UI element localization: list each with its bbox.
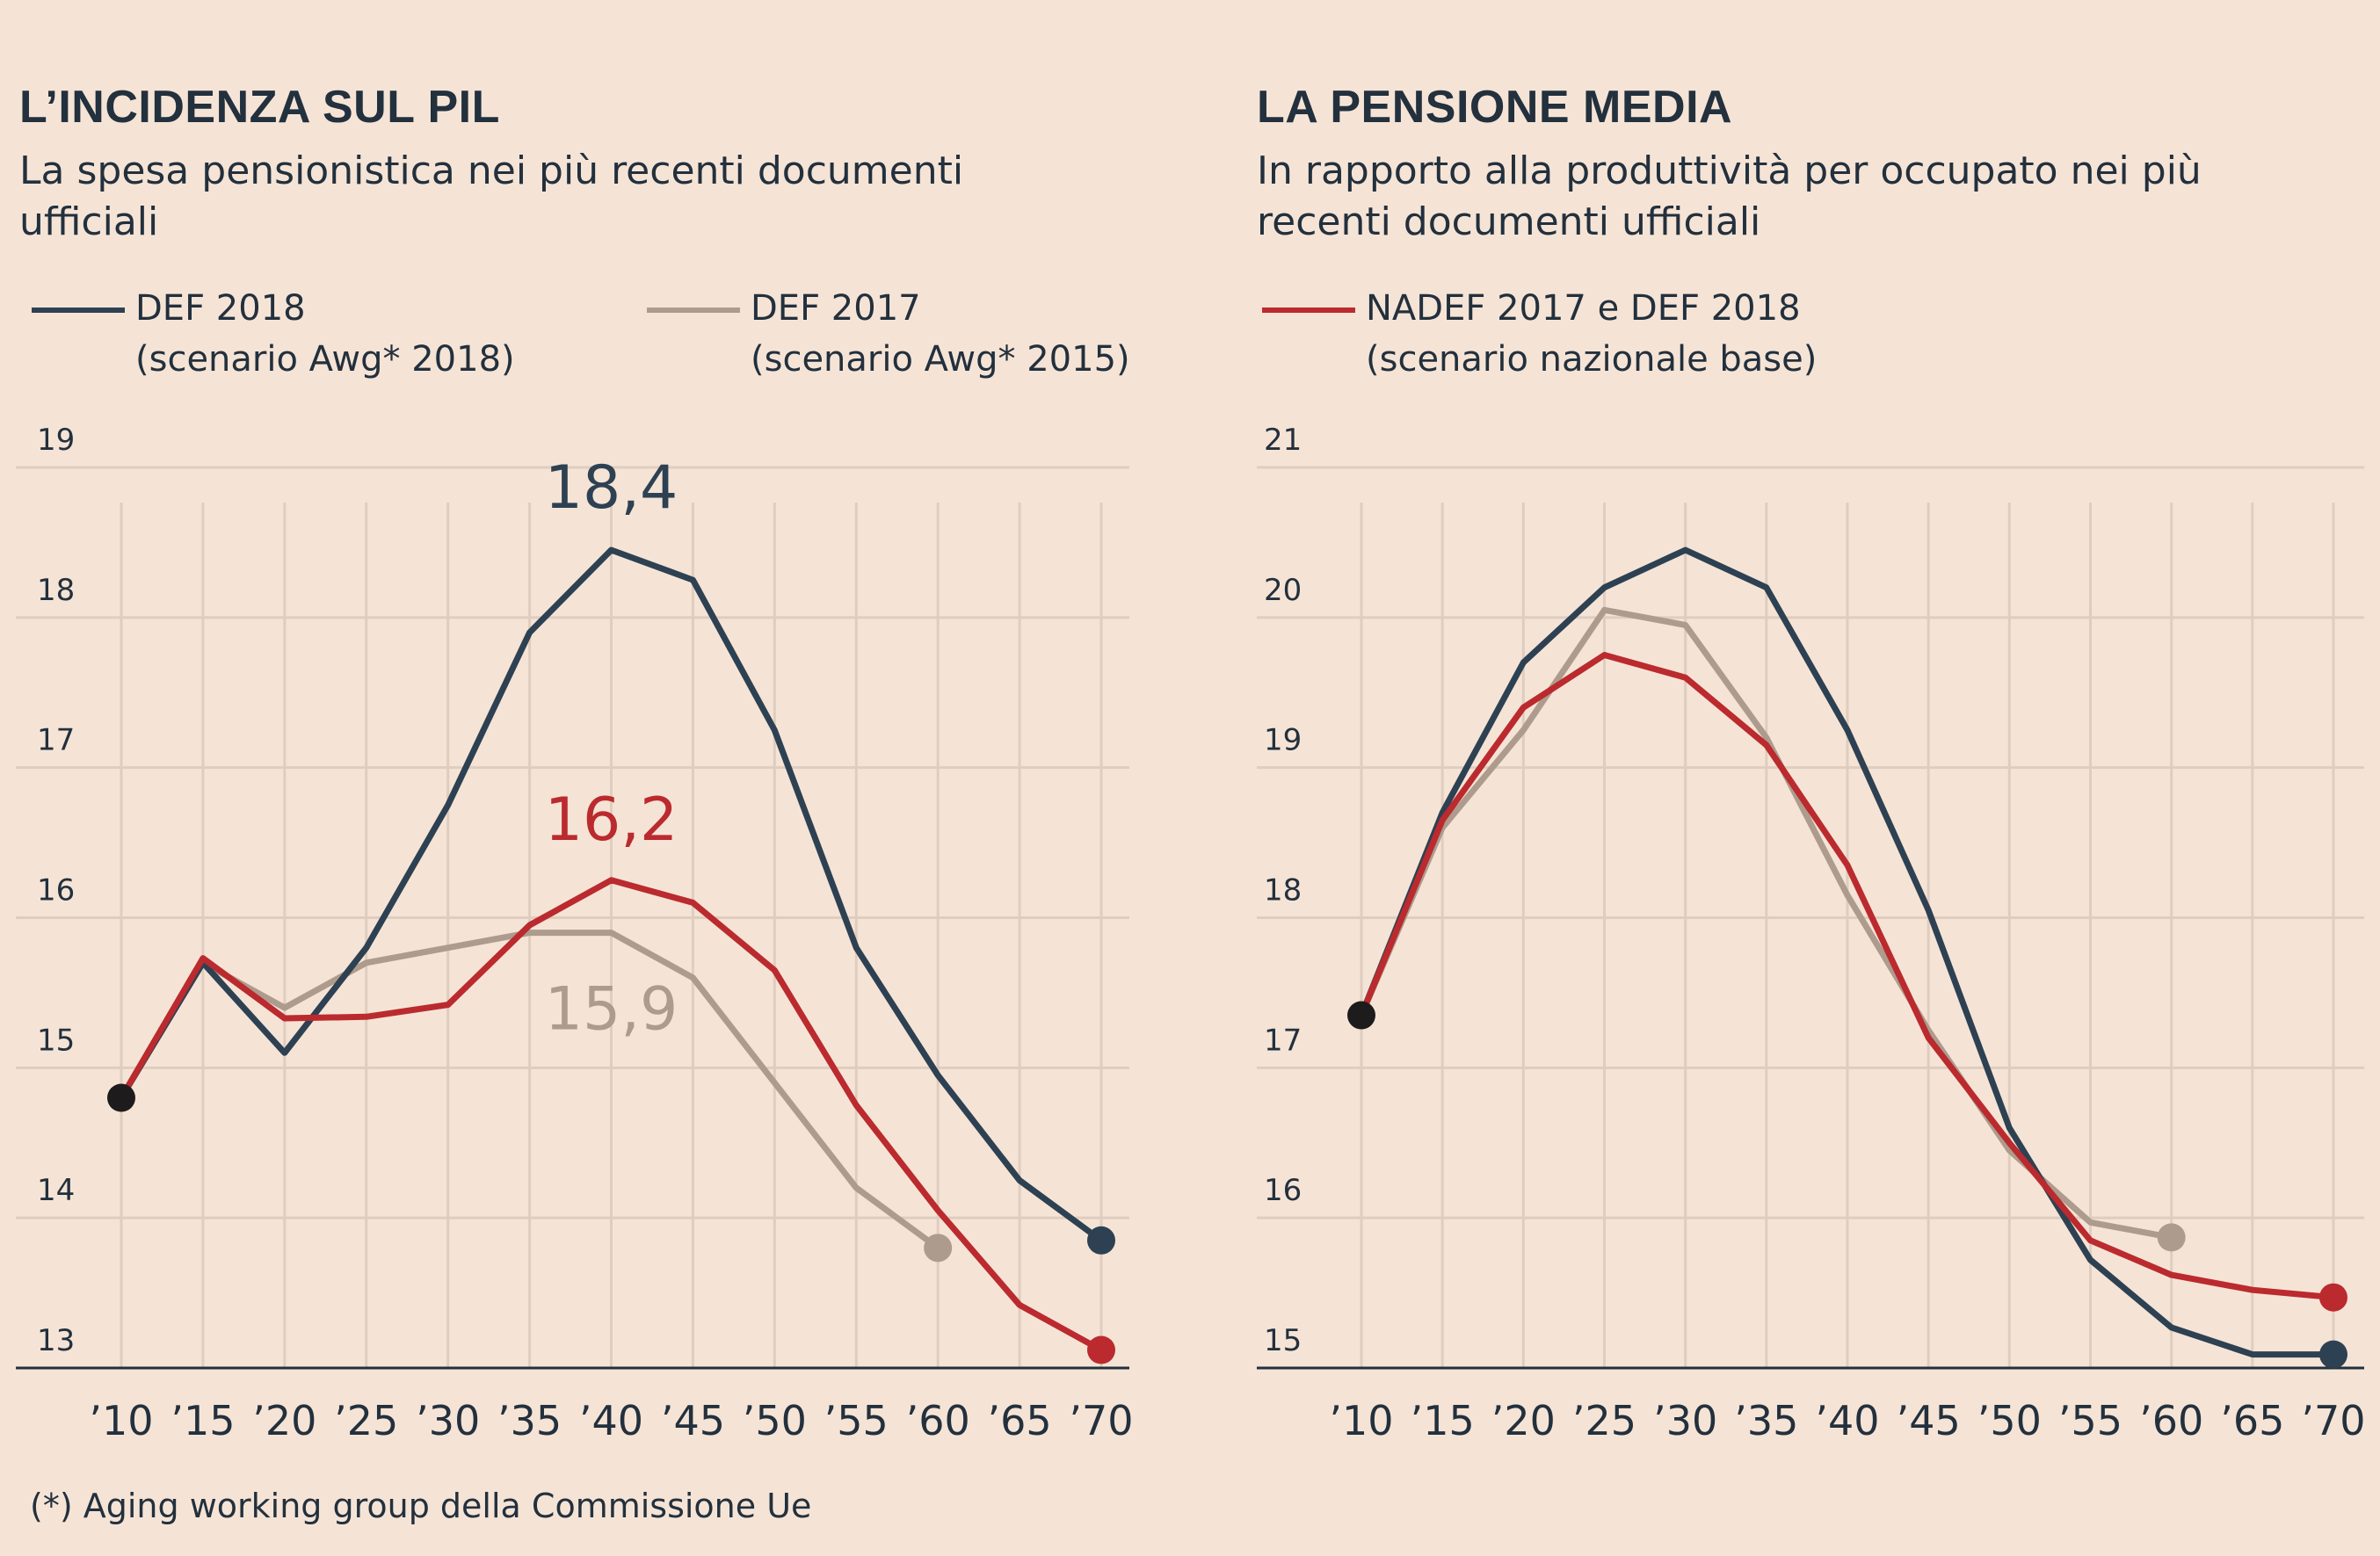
legend-sublabel-def-2018: (scenario Awg* 2018): [135, 339, 515, 380]
chart2-y-tick-label: 19: [1264, 723, 1302, 758]
chart1-x-tick-label: ’45: [661, 1397, 725, 1444]
chart1-y-tick-label: 17: [37, 723, 75, 758]
chart1-y-tick-label: 14: [37, 1173, 75, 1208]
legend-swatch-nadef: [1262, 308, 1355, 313]
chart2-series-line-2: [1358, 652, 2337, 1301]
legend-swatch-def-2018: [32, 308, 125, 313]
legend-item-nadef: NADEF 2017 e DEF 2018 (scenario nazional…: [1262, 283, 1965, 388]
chart1-series-end-marker-1: [924, 1234, 953, 1263]
chart1-annotation-0: 18,4: [545, 453, 678, 523]
chart2-series-line-0: [1358, 546, 2337, 1358]
chart2-y-tick-label: 21: [1264, 423, 1302, 458]
chart2-y-tick-label: 20: [1264, 573, 1302, 608]
chart1-x-tick-label: ’10: [89, 1397, 153, 1444]
chart1-x-tick-label: ’50: [743, 1397, 807, 1444]
chart2-x-tick-label: ’65: [2220, 1397, 2284, 1444]
chart2-x-tick-label: ’10: [1329, 1397, 1393, 1444]
chart1-x-tick-label: ’55: [824, 1397, 889, 1444]
right-subtitle-line-2: recenti documenti ufficiali: [1257, 199, 1761, 244]
legend-swatch-def-2017: [647, 308, 740, 313]
chart1-y-tick-label: 18: [37, 573, 75, 608]
chart2-series-end-marker-2: [2319, 1283, 2347, 1312]
left-subtitle-line-1: La spesa pensionistica nei più recenti d…: [19, 148, 964, 193]
legend-label-def-2018: DEF 2018: [135, 288, 306, 329]
chart1-x-tick-label: ’30: [416, 1397, 480, 1444]
chart2-start-marker: [1347, 1001, 1375, 1030]
chart1-x-tick-label: ’15: [171, 1397, 235, 1444]
chart1-x-tick-label: ’60: [906, 1397, 970, 1444]
chart1-y-tick-label: 15: [37, 1023, 75, 1058]
chart1-series-end-marker-0: [1087, 1226, 1115, 1255]
chart2-x-tick-label: ’50: [1977, 1397, 2042, 1444]
chart2-y-tick-label: 15: [1264, 1323, 1302, 1358]
chart1-annotation-1: 16,2: [545, 785, 678, 855]
chart1-series-line-0: [118, 546, 1105, 1244]
chart2-series-end-marker-1: [2157, 1223, 2186, 1252]
chart2-x-tick-label: ’35: [1734, 1397, 1798, 1444]
chart1-x-tick-label: ’70: [1069, 1397, 1133, 1444]
chart1-start-marker: [107, 1083, 135, 1112]
chart2-x-tick-label: ’55: [2058, 1397, 2122, 1444]
chart2-x-tick-label: ’30: [1653, 1397, 1717, 1444]
chart1-annotation-2: 15,9: [545, 975, 678, 1045]
chart2-series-end-marker-0: [2319, 1340, 2347, 1369]
legend-label-def-2017: DEF 2017: [751, 288, 921, 329]
chart1-y-tick-label: 16: [37, 873, 75, 908]
chart2-x-tick-label: ’70: [2301, 1397, 2365, 1444]
chart1-y-tick-label: 19: [37, 423, 75, 458]
chart2-y-tick-label: 18: [1264, 873, 1302, 908]
legend-label-nadef: NADEF 2017 e DEF 2018: [1366, 288, 1801, 329]
chart2-x-tick-label: ’25: [1572, 1397, 1636, 1444]
legend-sublabel-nadef: (scenario nazionale base): [1366, 339, 1818, 380]
right-subtitle-line-1: In rapporto alla produttività per occupa…: [1257, 148, 2202, 193]
legend-item-def-2018: DEF 2018 (scenario Awg* 2018): [32, 283, 594, 388]
chart1-x-tick-label: ’35: [497, 1397, 562, 1444]
chart1-series-line-1: [118, 930, 941, 1251]
chart1-x-tick-label: ’40: [579, 1397, 643, 1444]
left-subtitle-line-2: ufficiali: [19, 199, 159, 244]
chart2-x-tick-label: ’20: [1491, 1397, 1556, 1444]
left-chart-title: L’INCIDENZA SUL PIL: [19, 82, 500, 133]
chart1-y-tick-label: 13: [37, 1323, 75, 1358]
chart2-x-tick-label: ’40: [1815, 1397, 1879, 1444]
chart1-x-tick-label: ’65: [988, 1397, 1052, 1444]
chart2-y-tick-label: 17: [1264, 1023, 1302, 1058]
right-chart-subtitle: In rapporto alla produttività per occupa…: [1257, 146, 2202, 248]
left-chart-subtitle: La spesa pensionistica nei più recenti d…: [19, 146, 963, 248]
legend-sublabel-def-2017: (scenario Awg* 2015): [751, 339, 1130, 380]
chart1-x-tick-label: ’25: [334, 1397, 398, 1444]
chart1-series-line-2: [118, 877, 1105, 1353]
chart2-x-tick-label: ’60: [2139, 1397, 2203, 1444]
footnote: (*) Aging working group della Commission…: [30, 1487, 812, 1525]
chart2-x-tick-label: ’15: [1411, 1397, 1475, 1444]
legend-item-def-2017: DEF 2017 (scenario Awg* 2015): [647, 283, 1192, 388]
chart1-x-tick-label: ’20: [252, 1397, 316, 1444]
chart2-x-tick-label: ’45: [1897, 1397, 1961, 1444]
chart2-y-tick-label: 16: [1264, 1173, 1302, 1208]
right-chart-title: LA PENSIONE MEDIA: [1257, 82, 1733, 133]
chart1-series-end-marker-2: [1087, 1335, 1115, 1364]
